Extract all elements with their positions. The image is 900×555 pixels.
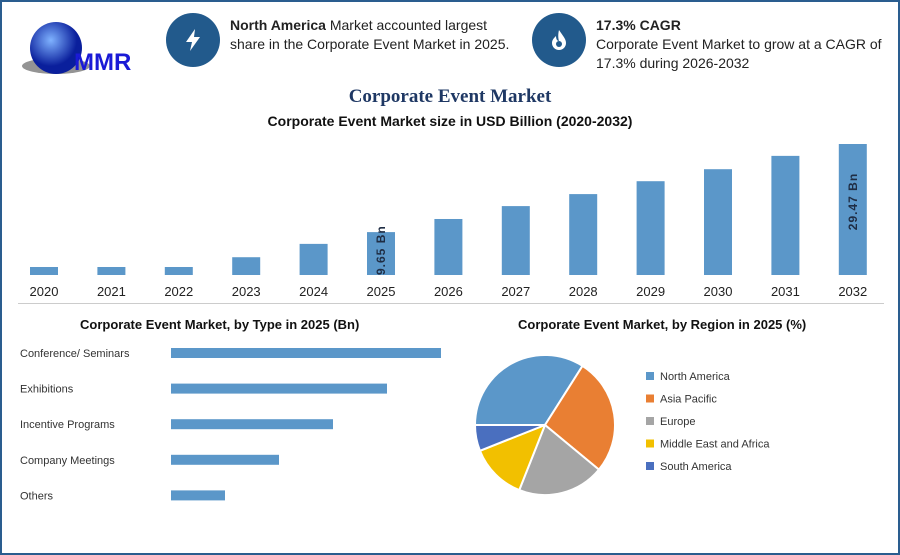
x-tick-2029: 2029 xyxy=(636,284,665,299)
bar-2029 xyxy=(636,181,665,275)
legend-label: Asia Pacific xyxy=(660,394,717,406)
legend-swatch xyxy=(646,462,654,470)
lightning-icon xyxy=(166,13,220,67)
hbar-4 xyxy=(171,490,225,501)
x-tick-2028: 2028 xyxy=(569,284,598,299)
hbar-3 xyxy=(171,454,279,465)
type-bar-chart: Conference/ Seminars Exhibitions Incentive… xyxy=(20,348,441,502)
x-tick-2025: 2025 xyxy=(367,284,396,299)
info-north-america: North America Market accounted largest s… xyxy=(230,16,520,54)
x-tick-2024: 2024 xyxy=(299,284,328,299)
hbar-2 xyxy=(171,419,333,430)
data-label-2032: 29.47 Bn xyxy=(846,173,860,230)
slice-europe xyxy=(517,423,601,496)
bar-2032 xyxy=(838,144,867,275)
x-tick-2032: 2032 xyxy=(838,284,867,299)
bar-2025 xyxy=(367,232,395,275)
hbar-1 xyxy=(171,383,387,394)
legend-swatch xyxy=(646,372,654,380)
bar-2026 xyxy=(434,218,463,275)
bar-2027 xyxy=(501,206,530,275)
category-label: Incentive Programs xyxy=(20,419,115,431)
info2-text: Corporate Event Market to grow at a CAGR… xyxy=(596,36,882,71)
market-size-bar-chart: 2020 2021 2022 2023 2024 2025 9.65 Bn 2026 2027 2… xyxy=(30,144,867,299)
bar-2023 xyxy=(232,257,261,275)
bar-2028 xyxy=(569,194,598,275)
info-cagr: 17.3% CAGR Corporate Event Market to gro… xyxy=(596,16,896,73)
info2-bold: 17.3% CAGR xyxy=(596,17,681,33)
slice-middle-east-and-africa xyxy=(478,423,547,492)
legend-swatch xyxy=(646,417,654,425)
mmr-logo: MMR xyxy=(18,14,138,78)
legend-label: South America xyxy=(660,461,732,473)
region-chart-title: Corporate Event Market, by Region in 202… xyxy=(518,317,807,332)
type-chart-title: Corporate Event Market, by Type in 2025 … xyxy=(80,317,360,332)
flame-icon xyxy=(532,13,586,67)
bar-2031 xyxy=(771,155,800,275)
x-tick-2021: 2021 xyxy=(97,284,126,299)
x-tick-2022: 2022 xyxy=(164,284,193,299)
x-tick-2026: 2026 xyxy=(434,284,463,299)
x-tick-2027: 2027 xyxy=(501,284,530,299)
x-tick-2030: 2030 xyxy=(704,284,733,299)
main-title: Corporate Event Market xyxy=(348,86,552,107)
bar-2020 xyxy=(30,266,58,275)
divider xyxy=(18,303,884,304)
logo-text: MMR xyxy=(74,49,131,76)
legend-swatch xyxy=(646,394,654,403)
info1-bold: North America xyxy=(230,17,326,33)
region-pie-chart: North America Asia Pacific Europe Middle Ea… xyxy=(473,354,770,496)
legend-label: Middle East and Africa xyxy=(660,439,770,451)
bar-chart-title: Corporate Event Market size in USD Billi… xyxy=(267,113,633,129)
category-label: Others xyxy=(20,490,54,502)
x-tick-2023: 2023 xyxy=(232,284,261,299)
bar-2030 xyxy=(704,169,732,275)
slice-asia-pacific xyxy=(543,364,616,472)
bar-2024 xyxy=(299,243,328,275)
category-label: Company Meetings xyxy=(20,455,115,467)
category-label: Conference/ Seminars xyxy=(20,348,130,360)
x-tick-2020: 2020 xyxy=(30,284,59,299)
info1-text: Market accounted largest share in the Co… xyxy=(230,17,510,52)
legend-label: North America xyxy=(660,371,731,383)
legend-swatch xyxy=(646,439,654,448)
hbar-0 xyxy=(171,348,441,358)
data-label-2025: 9.65 Bn xyxy=(374,225,388,275)
bar-2022 xyxy=(164,266,193,275)
slice-south-america xyxy=(473,424,546,453)
x-tick-2031: 2031 xyxy=(771,284,800,299)
bar-2021 xyxy=(97,266,126,275)
category-label: Exhibitions xyxy=(20,384,74,396)
legend-label: Europe xyxy=(660,416,695,428)
